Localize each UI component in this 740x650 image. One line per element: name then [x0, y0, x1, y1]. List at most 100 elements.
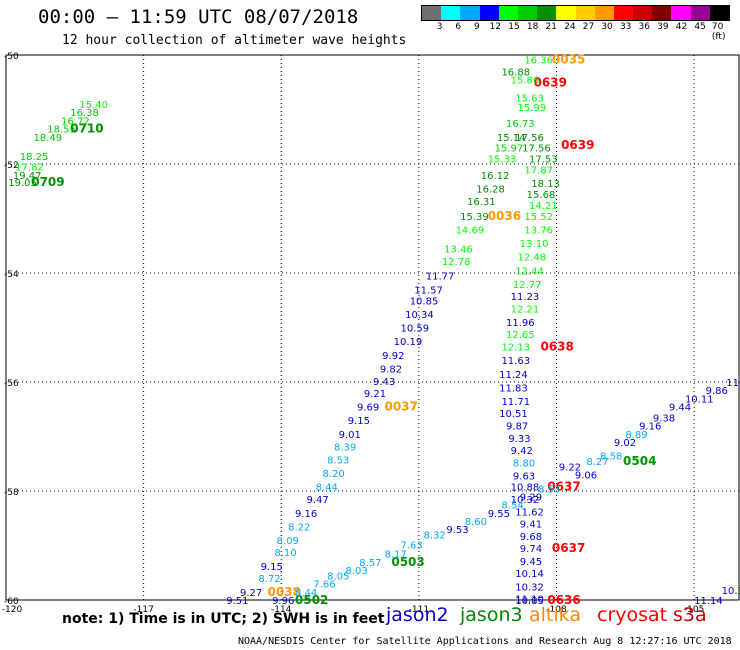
wave-height-label: 8.44 — [316, 483, 338, 494]
wave-height-label: 12.77 — [513, 280, 542, 291]
colorbar-swatch — [422, 6, 442, 20]
wave-height-label: 9.47 — [306, 495, 328, 506]
wave-height-label: 10.85 — [515, 596, 544, 607]
wave-height-label: 8.22 — [288, 522, 310, 533]
wave-height-label: 9.43 — [373, 377, 395, 388]
wave-height-label: 10.59 — [401, 324, 430, 335]
wave-height-label: 12.44 — [515, 266, 544, 277]
wave-height-label: 15.40 — [79, 100, 108, 111]
pass-time-label: 0637 — [552, 541, 585, 555]
colorbar-swatch — [633, 6, 653, 20]
wave-height-label: 19.05 — [8, 178, 37, 189]
wave-height-label: 9.06 — [575, 471, 597, 482]
wave-height-label: 9.51 — [226, 596, 248, 607]
colorbar-tick-label: 9 — [473, 22, 480, 32]
wave-height-label: 16.36 — [524, 55, 553, 66]
wave-height-label: 16.12 — [481, 171, 510, 182]
wave-height-label: 16.28 — [476, 185, 505, 196]
axis-ticks: -120 -117 -114 -111 -108 -105 -50 -52 -54 -56 -58 -… — [2, 52, 705, 615]
wave-height-label: 9.22 — [559, 462, 581, 473]
plot-frame — [5, 54, 740, 601]
colorbar-tick-label: 30 — [601, 22, 613, 32]
colorbar-swatch — [441, 6, 461, 20]
colorbar-tick-label: 6 — [455, 22, 462, 32]
wave-height-label: 11.77 — [426, 272, 455, 283]
wave-height-label: 10.34 — [405, 310, 434, 321]
wave-height-label: 15.97 — [495, 144, 524, 155]
colorbar-tick-label: 42 — [675, 22, 688, 32]
wave-height-label: 10.51 — [499, 409, 528, 420]
wave-height-label: 15.86 — [511, 76, 540, 87]
x-tick-label: -117 — [133, 605, 153, 615]
wave-height-label: 8.72 — [258, 574, 280, 585]
wave-height-label: 10.85 — [410, 296, 439, 307]
pass-time-label: 0709 — [31, 175, 64, 189]
legend-cryosat: cryosat — [597, 604, 668, 626]
pass-time-label: 0636 — [547, 593, 580, 607]
wave-height-label: 9.21 — [364, 389, 386, 400]
wave-height-label: 13.76 — [524, 225, 553, 236]
colorbar-tick-label: 15 — [508, 22, 520, 32]
wave-height-label: 18.25 — [20, 152, 49, 163]
pass-time-label: 0638 — [540, 340, 573, 354]
wave-height-colorbar — [421, 5, 730, 21]
wave-height-label: 8.03 — [345, 566, 367, 577]
wave-height-label: 15.39 — [460, 212, 489, 223]
wave-height-label: 11.63 — [501, 356, 530, 367]
wave-height-label: 9.92 — [382, 351, 404, 362]
map-grid — [5, 54, 740, 601]
wave-height-label: 14.21 — [529, 201, 558, 212]
wave-height-label: 11.14 — [694, 596, 723, 607]
wave-height-label: 8.32 — [423, 531, 445, 542]
pass-time-label: 0710 — [70, 122, 103, 136]
wave-height-label: 11.71 — [501, 397, 530, 408]
wave-height-label: 17.87 — [524, 165, 553, 176]
pass-time-label: 0639 — [534, 75, 567, 89]
wave-height-label: 10.38 — [722, 586, 740, 597]
wave-height-label: 9.01 — [339, 430, 361, 441]
wave-height-label: 16.31 — [467, 197, 496, 208]
wave-height-label: 9.02 — [614, 438, 636, 449]
wave-height-label: 9.87 — [506, 422, 528, 433]
wave-height-label: 16.72 — [61, 116, 90, 127]
wave-height-label: 8.17 — [384, 550, 406, 561]
y-tick-label: -54 — [4, 270, 19, 280]
colorbar-tick-label: 70 (ft) — [711, 22, 726, 42]
wave-height-label: 8.53 — [538, 484, 560, 495]
colorbar-swatch — [709, 6, 729, 20]
wave-height-label: 9.27 — [240, 588, 262, 599]
wave-height-label: 13.10 — [520, 239, 549, 250]
pass-time-label: 0503 — [391, 555, 424, 569]
wave-height-label: 15.68 — [527, 190, 556, 201]
colorbar-tick-labels: 3 6 9 12 15 18 21 24 27 30 33 36 39 42 45 70 (ft) — [421, 22, 728, 42]
wave-height-label: 9.41 — [520, 520, 542, 531]
wave-height-label: 11.83 — [499, 383, 528, 394]
colorbar-swatch — [594, 6, 614, 20]
wave-height-label: 11.23 — [511, 292, 540, 303]
pass-time-label: 0639 — [561, 138, 594, 152]
colorbar-swatch — [556, 6, 576, 20]
legend-jason2: jason2 — [386, 604, 449, 626]
wave-height-label: 9.86 — [706, 386, 728, 397]
wave-height-label: 9.16 — [295, 509, 317, 520]
x-tick-label: -108 — [546, 605, 567, 615]
pass-time-label: 0504 — [623, 454, 656, 468]
wave-height-label: 8.80 — [513, 459, 535, 470]
wave-height-label: 8.20 — [323, 469, 345, 480]
wave-height-label: 10.11 — [685, 394, 714, 405]
chart-title: 00:00 – 11:59 UTC 08/07/2018 — [38, 6, 359, 28]
wave-height-label: 10.14 — [515, 569, 544, 580]
wave-height-label: 8.58 — [600, 452, 622, 463]
wave-height-label: 9.33 — [508, 434, 530, 445]
wave-height-label: 8.09 — [277, 536, 299, 547]
wave-height-label: 10.32 — [511, 495, 540, 506]
wave-height-label: 15.33 — [488, 155, 517, 166]
colorbar-tick-label: 3 — [436, 22, 443, 32]
colorbar-swatch — [575, 6, 595, 20]
wave-height-label: 8.60 — [465, 517, 487, 528]
wave-height-label: 12.21 — [511, 304, 540, 315]
wave-height-label: 9.44 — [669, 403, 691, 414]
pass-time-label: 0036 — [488, 209, 521, 223]
